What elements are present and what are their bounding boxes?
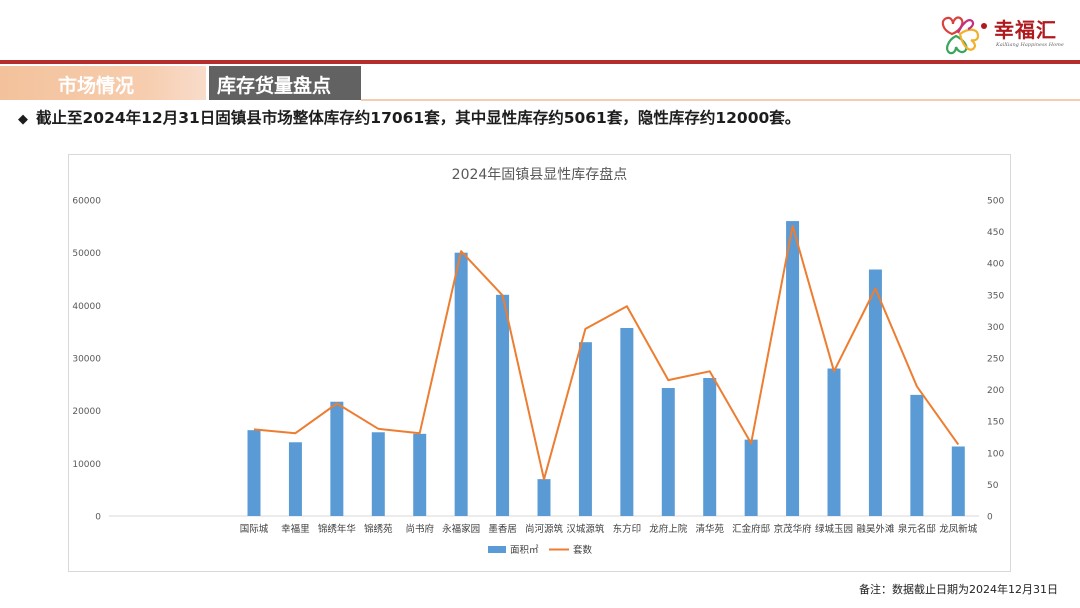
brand-logo: [938, 12, 1058, 56]
brand-name: 幸福汇: [994, 18, 1057, 42]
y-left-tick-label: 10000: [72, 460, 101, 470]
x-tick-label: 永福家园: [442, 523, 480, 535]
section-tab: 市场情况: [0, 66, 206, 100]
y-right-tick-label: 150: [987, 418, 1004, 428]
bar-8: [537, 479, 551, 516]
header-rule: [0, 60, 1080, 64]
clover-logo-icon: [941, 16, 987, 55]
y-right-tick-label: 300: [987, 323, 1004, 333]
y-right-tick-label: 400: [987, 260, 1004, 270]
y-right-tick-label: 450: [987, 228, 1004, 238]
legend-bar-swatch: [488, 546, 506, 553]
x-tick-label: 融昊外滩: [856, 523, 895, 535]
tab-underline: [361, 99, 1080, 101]
y-right-tick-label: 100: [987, 449, 1004, 459]
y-left-tick-label: 30000: [72, 355, 101, 365]
y-left-tick-label: 50000: [72, 249, 101, 259]
bar-12: [703, 378, 717, 516]
chart-title: 2024年固镇县显性库存盘点: [452, 166, 628, 183]
bar-7: [496, 294, 510, 516]
inventory-chart: 2024年固镇县显性库存盘点 0 10000 20000 30000 40000 50000…: [72, 166, 1004, 556]
units-line: [253, 224, 960, 481]
y-right-tick-label: 250: [987, 355, 1004, 365]
x-tick-label: 绿城玉园: [815, 523, 853, 535]
y-left-tick-label: 60000: [72, 197, 101, 207]
x-tick-label: 清华苑: [695, 523, 724, 535]
x-tick-label: 国际城: [240, 524, 269, 535]
x-tick-label: 锦绣苑: [364, 523, 393, 535]
y-right-tick-label: 200: [987, 386, 1004, 396]
x-tick-label: 幸福里: [281, 523, 310, 535]
x-tick-label: 龙凤新城: [939, 523, 978, 535]
bar-16: [868, 269, 882, 516]
x-tick-label: 龙府上院: [649, 523, 688, 535]
y-left-tick-label: 40000: [72, 302, 101, 312]
bar-14: [786, 221, 800, 517]
diamond-bullet-icon: ◆: [18, 112, 28, 127]
x-tick-label: 泉元名邸: [898, 523, 937, 535]
y-right-tick-label: 350: [987, 291, 1004, 301]
bar-9: [578, 342, 592, 516]
y-left-tick-label: 20000: [72, 407, 101, 417]
topic-tab-label: 库存货量盘点: [217, 75, 332, 97]
y-right-tick-label: 500: [987, 197, 1004, 207]
x-tick-label: 尚河源筑: [525, 523, 564, 535]
bar-17: [910, 394, 924, 516]
x-tick-label: 京茂华府: [774, 523, 813, 535]
bar-10: [620, 327, 634, 516]
bar-5: [413, 433, 427, 516]
chart-frame: 2024年固镇县显性库存盘点 0 10000 20000 30000 40000 50000…: [68, 154, 1011, 572]
x-tick-label: 汇金府邸: [732, 523, 771, 535]
bar-4: [371, 432, 385, 516]
footnote: 备注：数据截止日期为2024年12月31日: [859, 583, 1058, 596]
bar-6: [454, 252, 468, 516]
bar-2: [288, 442, 302, 516]
bar-11: [661, 388, 675, 516]
x-tick-label: 东方印: [613, 523, 642, 535]
bar-13: [744, 439, 758, 516]
y-right-tick-label: 50: [987, 481, 999, 491]
x-tick-label: 墨香居: [488, 524, 517, 535]
brand-tagline: KaiXiang Happiness Home: [996, 42, 1064, 48]
y-left-tick-label: 0: [95, 513, 101, 523]
topic-tab: 库存货量盘点: [209, 66, 361, 100]
bar-15: [827, 368, 841, 516]
headline: ◆ 截止至2024年12月31日固镇县市场整体库存约17061套，其中显性库存约5…: [18, 106, 800, 128]
headline-text: 截止至2024年12月31日固镇县市场整体库存约17061套，其中显性库存约50…: [36, 109, 801, 127]
legend-bar-label: 面积㎡: [510, 544, 539, 556]
y-right-tick-label: 0: [987, 513, 993, 523]
bar-1: [247, 430, 261, 516]
x-tick-label: 锦绣年华: [318, 523, 357, 535]
legend-line-label: 套数: [573, 544, 593, 556]
x-tick-label: 尚书府: [405, 523, 434, 535]
bar-3: [330, 401, 344, 516]
x-tick-label: 汉城源筑: [566, 523, 605, 535]
bar-18: [951, 446, 965, 516]
section-tab-label: 市场情况: [58, 75, 135, 97]
